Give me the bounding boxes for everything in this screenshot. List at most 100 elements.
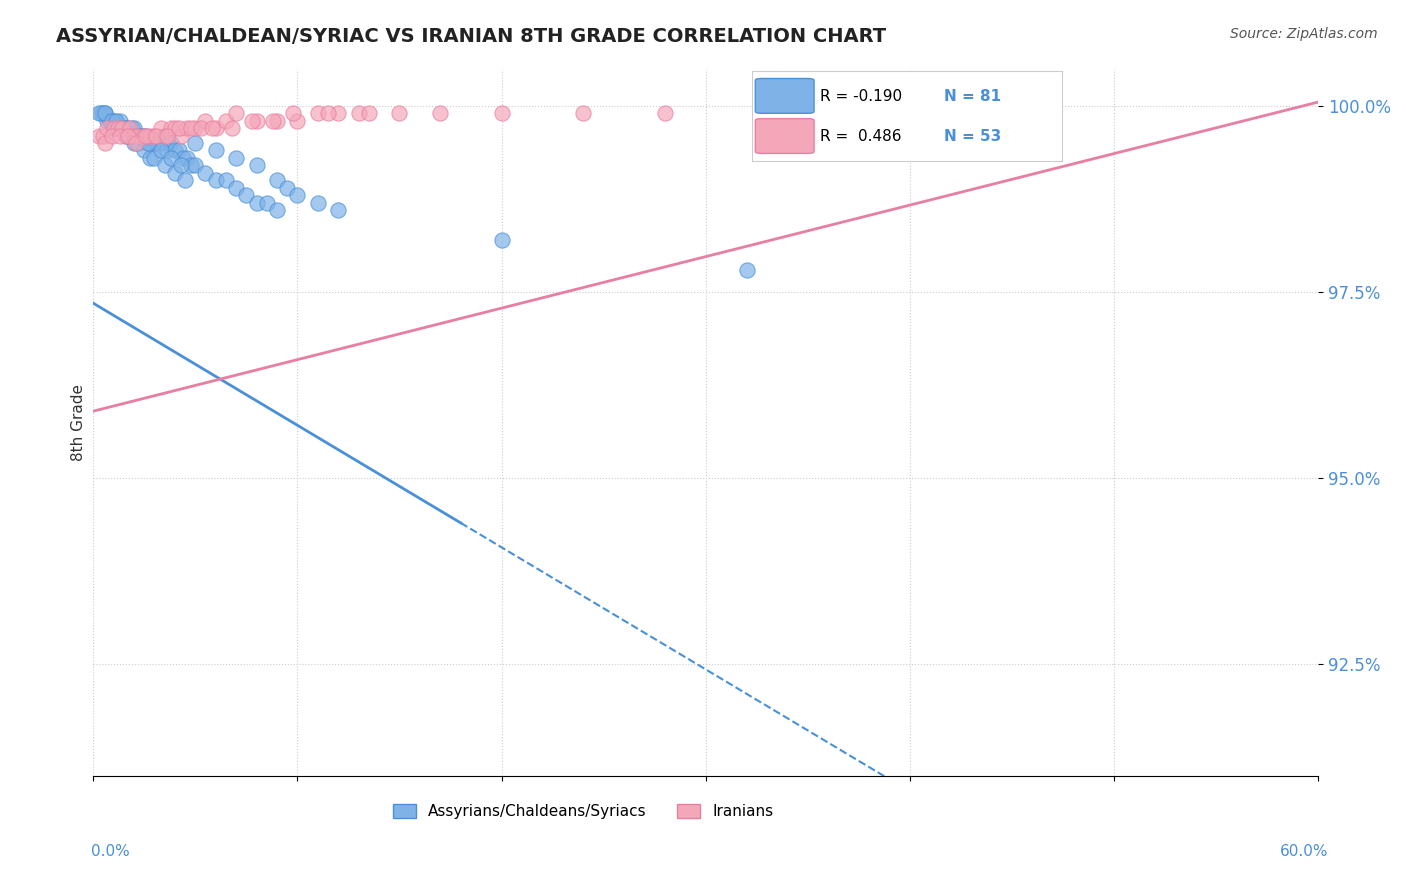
FancyBboxPatch shape <box>755 78 814 113</box>
Iranians <box>135 128 157 143</box>
Iranians <box>357 106 380 120</box>
Iranians <box>176 121 198 136</box>
Assyrians/Chaldeans/Syriacs <box>104 121 127 136</box>
Iranians <box>328 106 350 120</box>
Assyrians/Chaldeans/Syriacs <box>170 158 193 172</box>
Assyrians/Chaldeans/Syriacs <box>180 158 202 172</box>
Assyrians/Chaldeans/Syriacs <box>103 121 125 136</box>
Assyrians/Chaldeans/Syriacs <box>96 113 118 128</box>
Iranians <box>107 121 129 136</box>
Assyrians/Chaldeans/Syriacs <box>285 188 308 202</box>
Iranians <box>93 128 115 143</box>
Iranians <box>285 113 308 128</box>
Assyrians/Chaldeans/Syriacs <box>174 173 197 187</box>
Assyrians/Chaldeans/Syriacs <box>136 136 159 150</box>
Iranians <box>100 128 122 143</box>
Assyrians/Chaldeans/Syriacs <box>111 121 134 136</box>
Assyrians/Chaldeans/Syriacs <box>100 113 122 128</box>
Assyrians/Chaldeans/Syriacs <box>107 121 129 136</box>
Iranians <box>429 106 451 120</box>
Assyrians/Chaldeans/Syriacs <box>245 195 267 210</box>
Assyrians/Chaldeans/Syriacs <box>100 113 122 128</box>
Assyrians/Chaldeans/Syriacs <box>143 151 166 165</box>
Text: 60.0%: 60.0% <box>1281 845 1329 859</box>
Assyrians/Chaldeans/Syriacs <box>131 128 153 143</box>
Y-axis label: 8th Grade: 8th Grade <box>72 384 86 461</box>
Legend: Assyrians/Chaldeans/Syriacs, Iranians: Assyrians/Chaldeans/Syriacs, Iranians <box>387 797 779 825</box>
Assyrians/Chaldeans/Syriacs <box>122 121 145 136</box>
Iranians <box>96 121 118 136</box>
Assyrians/Chaldeans/Syriacs <box>127 128 149 143</box>
Text: R = -0.190: R = -0.190 <box>820 89 903 103</box>
Assyrians/Chaldeans/Syriacs <box>118 128 141 143</box>
Iranians <box>149 121 172 136</box>
Assyrians/Chaldeans/Syriacs <box>125 128 148 143</box>
Assyrians/Chaldeans/Syriacs <box>127 136 149 150</box>
Text: R =  0.486: R = 0.486 <box>820 129 901 144</box>
Iranians <box>139 128 162 143</box>
Iranians <box>103 121 125 136</box>
Iranians <box>125 136 148 150</box>
Iranians <box>316 106 339 120</box>
Iranians <box>194 113 217 128</box>
Assyrians/Chaldeans/Syriacs <box>122 136 145 150</box>
Assyrians/Chaldeans/Syriacs <box>148 136 170 150</box>
Assyrians/Chaldeans/Syriacs <box>156 144 179 158</box>
Assyrians/Chaldeans/Syriacs <box>94 106 117 120</box>
Iranians <box>388 106 411 120</box>
Assyrians/Chaldeans/Syriacs <box>153 158 176 172</box>
Assyrians/Chaldeans/Syriacs <box>184 136 207 150</box>
Iranians <box>159 121 181 136</box>
Assyrians/Chaldeans/Syriacs <box>266 173 288 187</box>
Assyrians/Chaldeans/Syriacs <box>103 113 125 128</box>
Assyrians/Chaldeans/Syriacs <box>134 128 156 143</box>
Assyrians/Chaldeans/Syriacs <box>115 121 138 136</box>
Assyrians/Chaldeans/Syriacs <box>129 128 152 143</box>
Assyrians/Chaldeans/Syriacs <box>143 136 166 150</box>
Assyrians/Chaldeans/Syriacs <box>149 144 172 158</box>
Assyrians/Chaldeans/Syriacs <box>172 151 194 165</box>
Assyrians/Chaldeans/Syriacs <box>111 121 134 136</box>
Assyrians/Chaldeans/Syriacs <box>118 128 141 143</box>
Text: ASSYRIAN/CHALDEAN/SYRIAC VS IRANIAN 8TH GRADE CORRELATION CHART: ASSYRIAN/CHALDEAN/SYRIAC VS IRANIAN 8TH … <box>56 27 886 45</box>
FancyBboxPatch shape <box>755 119 814 153</box>
Iranians <box>201 121 224 136</box>
Iranians <box>156 128 179 143</box>
Assyrians/Chaldeans/Syriacs <box>245 158 267 172</box>
Assyrians/Chaldeans/Syriacs <box>135 128 157 143</box>
Assyrians/Chaldeans/Syriacs <box>104 113 127 128</box>
Iranians <box>108 128 131 143</box>
Assyrians/Chaldeans/Syriacs <box>139 136 162 150</box>
Iranians <box>111 121 134 136</box>
Assyrians/Chaldeans/Syriacs <box>225 180 247 194</box>
Assyrians/Chaldeans/Syriacs <box>204 144 226 158</box>
Assyrians/Chaldeans/Syriacs <box>121 121 143 136</box>
Assyrians/Chaldeans/Syriacs <box>117 128 139 143</box>
Assyrians/Chaldeans/Syriacs <box>108 113 131 128</box>
Assyrians/Chaldeans/Syriacs <box>115 128 138 143</box>
Iranians <box>89 128 111 143</box>
Iranians <box>215 113 238 128</box>
Iranians <box>145 128 167 143</box>
Iranians <box>347 106 370 120</box>
Text: N = 81: N = 81 <box>943 89 1001 103</box>
Text: Source: ZipAtlas.com: Source: ZipAtlas.com <box>1230 27 1378 41</box>
Iranians <box>266 113 288 128</box>
Text: 0.0%: 0.0% <box>91 845 131 859</box>
Assyrians/Chaldeans/Syriacs <box>176 151 198 165</box>
Assyrians/Chaldeans/Syriacs <box>276 180 298 194</box>
Assyrians/Chaldeans/Syriacs <box>117 121 139 136</box>
Assyrians/Chaldeans/Syriacs <box>225 151 247 165</box>
Assyrians/Chaldeans/Syriacs <box>235 188 257 202</box>
Iranians <box>245 113 267 128</box>
Iranians <box>262 113 284 128</box>
Iranians <box>94 136 117 150</box>
Assyrians/Chaldeans/Syriacs <box>121 128 143 143</box>
Iranians <box>117 128 139 143</box>
Assyrians/Chaldeans/Syriacs <box>163 144 186 158</box>
Assyrians/Chaldeans/Syriacs <box>735 262 758 277</box>
Assyrians/Chaldeans/Syriacs <box>134 144 156 158</box>
Iranians <box>184 121 207 136</box>
Iranians <box>167 121 190 136</box>
Assyrians/Chaldeans/Syriacs <box>159 136 181 150</box>
